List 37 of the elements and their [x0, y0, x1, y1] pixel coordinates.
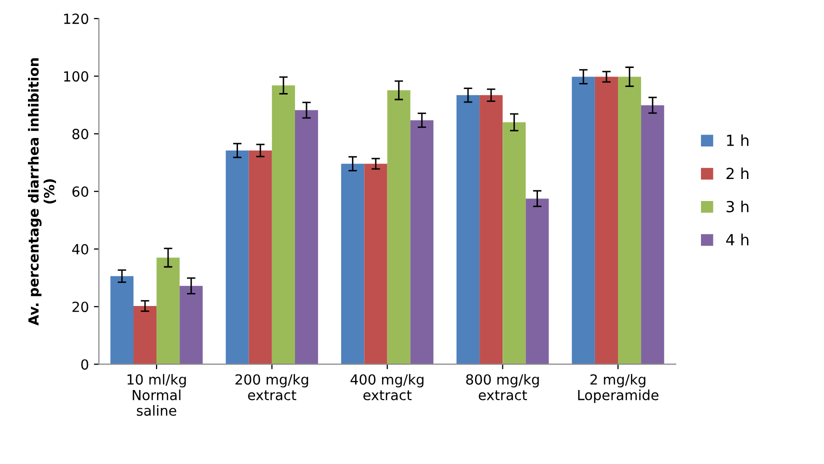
legend-label: 4 h [726, 234, 748, 246]
bar [641, 105, 664, 364]
bar [526, 198, 549, 364]
x-tick-label: 200 mg/kg extract [236, 374, 308, 400]
x-tick-label: 2 mg/kg Loperamide [578, 374, 658, 403]
x-tick-label: 400 mg/kg extract [350, 374, 424, 400]
y-tick-label: 60 [72, 186, 88, 197]
bar [272, 85, 295, 364]
bar [341, 164, 364, 364]
bar [572, 76, 595, 364]
y-tick-label: 120 [64, 14, 88, 24]
x-tick-label: 800 mg/kg extract [466, 374, 539, 400]
bar [294, 110, 318, 364]
bar [618, 76, 642, 364]
y-tick-label: 40 [72, 244, 88, 254]
y-axis-title: Av. percentage diarrhea inhibition (%) [28, 58, 56, 326]
bar [133, 306, 157, 364]
bar [248, 150, 272, 364]
y-tick-label: 100 [64, 71, 88, 82]
bar [502, 122, 526, 364]
y-tick-label: 20 [72, 302, 88, 312]
bar [156, 258, 180, 364]
bar [364, 164, 388, 364]
y-tick-label: 0 [81, 359, 88, 370]
bar [387, 90, 410, 364]
legend-label: 2 h [726, 167, 748, 180]
legend-label: 3 h [726, 200, 748, 212]
bar [456, 95, 480, 364]
y-tick-label: 80 [72, 128, 88, 140]
bar [480, 95, 503, 364]
bar [180, 286, 203, 364]
bar [594, 76, 618, 364]
x-tick-label: 10 ml/kg Normal saline [128, 374, 186, 416]
bar [110, 276, 134, 364]
bar [226, 150, 249, 364]
bar [410, 120, 434, 364]
legend-label: 1 h [727, 134, 748, 146]
